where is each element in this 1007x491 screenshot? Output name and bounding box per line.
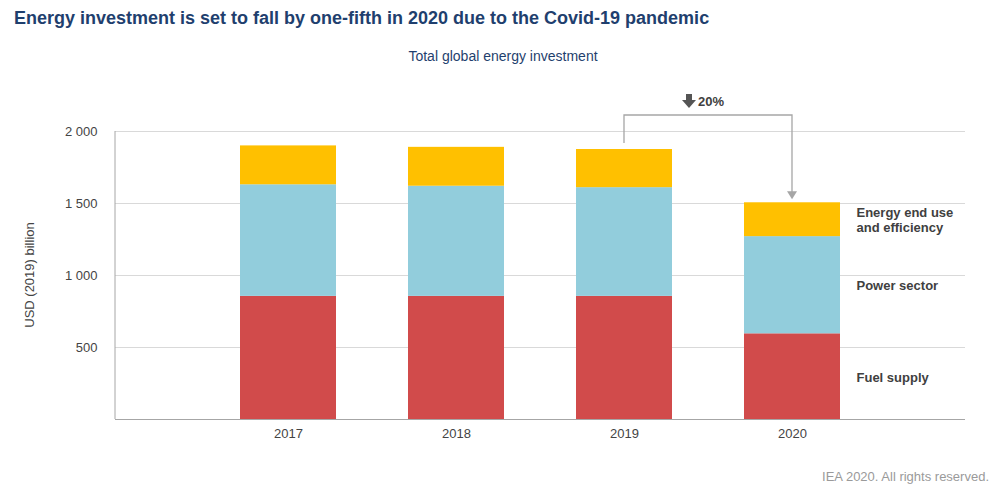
svg-text:1 500: 1 500 bbox=[65, 196, 98, 211]
html-text:Total global energy investment: Total global energy investment bbox=[408, 48, 598, 64]
svg-text:2019: 2019 bbox=[610, 426, 639, 441]
svg-text:Power sector: Power sector bbox=[857, 278, 939, 293]
svg-text:Fuel supply: Fuel supply bbox=[857, 370, 930, 385]
svg-text:2 000: 2 000 bbox=[65, 124, 98, 139]
svg-text:1 000: 1 000 bbox=[65, 268, 98, 283]
svg-text:20%: 20% bbox=[698, 94, 724, 109]
svg-text:500: 500 bbox=[76, 340, 98, 355]
html-text:Energy investment is set to fa: Energy investment is set to fall by one-… bbox=[14, 8, 710, 28]
svg-text:2018: 2018 bbox=[442, 426, 471, 441]
svg-text:USD (2019) billion: USD (2019) billion bbox=[22, 222, 37, 328]
svg-text:2020: 2020 bbox=[778, 426, 807, 441]
svg-text:Energy end useand efficiency: Energy end useand efficiency bbox=[857, 205, 954, 236]
svg-text:2017: 2017 bbox=[274, 426, 303, 441]
html-text:IEA 2020. All rights reserved.: IEA 2020. All rights reserved. bbox=[822, 469, 989, 484]
